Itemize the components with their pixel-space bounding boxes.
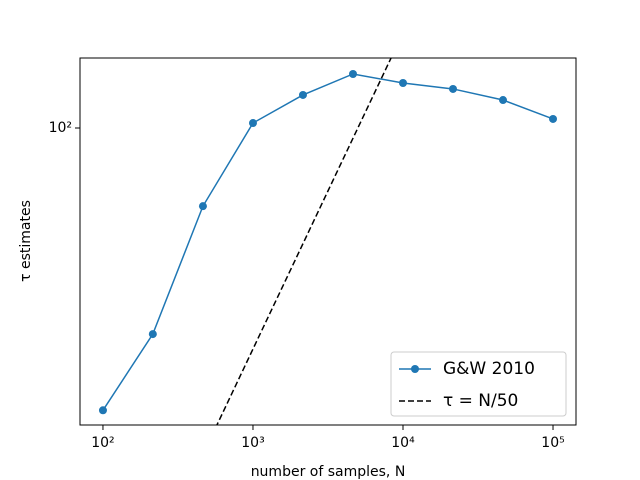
legend: G&W 2010 τ = N/50 bbox=[390, 351, 567, 417]
legend-marker bbox=[411, 365, 419, 373]
data-point bbox=[398, 78, 407, 87]
plot-frame bbox=[79, 57, 577, 426]
x-tick-label: 10⁴ bbox=[391, 435, 415, 451]
x-axis-label: number of samples, N bbox=[251, 464, 406, 480]
x-tick-label: 10² bbox=[91, 435, 114, 451]
data-point bbox=[98, 406, 107, 415]
series-line bbox=[102, 73, 554, 411]
x-tick-label: 10³ bbox=[241, 435, 264, 451]
data-point bbox=[198, 202, 207, 211]
legend-label: G&W 2010 bbox=[443, 359, 535, 379]
data-point bbox=[348, 69, 357, 78]
legend-label: τ = N/50 bbox=[443, 391, 518, 411]
data-point bbox=[549, 114, 558, 123]
data-point bbox=[148, 330, 157, 339]
data-point bbox=[449, 84, 458, 93]
series-line bbox=[216, 58, 392, 425]
y-tick-label: 10² bbox=[49, 120, 72, 136]
legend-box bbox=[390, 351, 567, 417]
data-point bbox=[298, 90, 307, 99]
plot-area bbox=[98, 58, 558, 425]
x-tick-label: 10⁵ bbox=[541, 435, 564, 451]
data-point bbox=[248, 119, 257, 128]
y-axis-label: τ estimates bbox=[18, 200, 34, 282]
data-point bbox=[499, 96, 508, 105]
